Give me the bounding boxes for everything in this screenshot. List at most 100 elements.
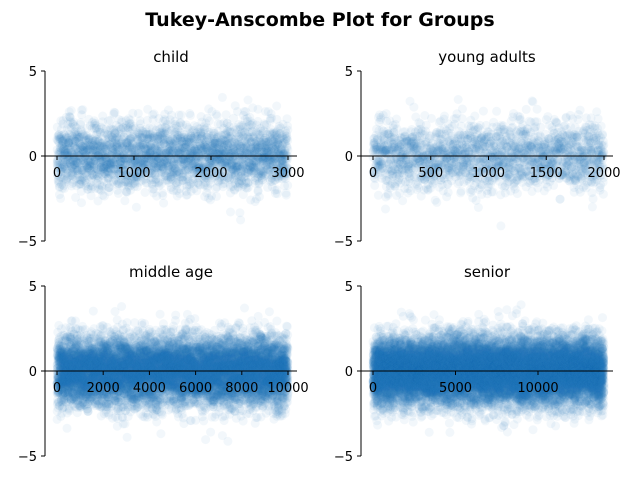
data-point [62, 132, 72, 142]
data-point [283, 125, 293, 135]
data-point [381, 204, 390, 214]
data-point [75, 146, 85, 156]
data-point [60, 150, 70, 160]
data-point [56, 133, 66, 143]
data-point [69, 160, 79, 170]
data-point [67, 148, 76, 157]
data-point [67, 147, 77, 157]
data-point [59, 155, 69, 165]
data-point [59, 184, 69, 193]
data-point [54, 132, 63, 142]
data-point [56, 140, 66, 150]
data-point [186, 110, 195, 120]
data-point [54, 182, 64, 192]
data-point [71, 136, 81, 146]
data-point [54, 177, 64, 187]
data-point [63, 141, 73, 151]
data-point [58, 119, 68, 129]
data-point [64, 138, 74, 148]
data-point [54, 175, 64, 184]
data-point [61, 156, 70, 166]
data-point [75, 179, 85, 189]
x-tick-label: 3000 [271, 166, 304, 181]
data-point [473, 203, 483, 212]
data-point [53, 170, 62, 180]
data-point [57, 164, 67, 174]
data-point [61, 164, 71, 174]
data-point [57, 162, 67, 172]
data-point [55, 145, 65, 155]
data-point [236, 215, 246, 225]
data-point [69, 143, 79, 152]
data-point [56, 169, 66, 179]
data-point [283, 136, 293, 146]
data-point [60, 135, 70, 145]
data-point [69, 150, 79, 160]
data-point [65, 157, 75, 167]
data-point [72, 165, 82, 175]
data-point [62, 148, 72, 158]
data-point [67, 152, 77, 162]
data-point [74, 150, 84, 160]
data-point [73, 166, 83, 176]
data-point [67, 169, 77, 179]
data-point [62, 168, 72, 178]
data-point [72, 158, 82, 167]
data-point [73, 147, 83, 157]
data-point [74, 132, 84, 142]
data-point [73, 158, 83, 168]
data-point [73, 134, 83, 144]
data-point [212, 111, 222, 121]
data-point [57, 159, 67, 169]
data-point [73, 131, 83, 140]
x-tick-label: 2000 [194, 166, 227, 181]
data-point [61, 175, 71, 185]
data-point [555, 194, 565, 204]
data-point [73, 144, 83, 154]
data-point [70, 131, 80, 141]
data-point [71, 157, 81, 167]
data-point [55, 160, 65, 170]
data-point [63, 147, 73, 157]
data-point [63, 155, 73, 165]
data-point [67, 149, 77, 159]
data-point [532, 104, 542, 114]
data-point [68, 134, 78, 144]
data-point [64, 107, 74, 117]
data-point [60, 171, 70, 181]
data-point [58, 167, 68, 177]
data-point [176, 110, 186, 120]
data-point [456, 186, 466, 196]
data-point [58, 146, 68, 156]
data-point [57, 172, 66, 182]
data-point [62, 174, 72, 184]
data-point [61, 145, 71, 154]
data-point [72, 158, 82, 168]
data-point [60, 157, 70, 167]
data-point [72, 158, 82, 168]
data-point [55, 182, 65, 192]
data-point [70, 152, 80, 162]
data-point [71, 193, 81, 202]
subplot-title: child [153, 48, 189, 66]
data-point [66, 160, 76, 170]
data-point [65, 135, 75, 145]
data-point [70, 165, 80, 175]
data-point [73, 155, 83, 165]
data-point [78, 105, 88, 115]
data-point [74, 133, 84, 142]
data-point [61, 141, 71, 151]
data-point [212, 191, 221, 201]
data-point [61, 112, 71, 122]
data-point [65, 171, 75, 181]
data-point [68, 138, 78, 148]
data-point [69, 177, 78, 187]
y-tick-label: 5 [29, 65, 37, 80]
data-point [398, 196, 408, 206]
data-point [440, 111, 449, 121]
figure-title: Tukey-Anscombe Plot for Groups [145, 9, 494, 31]
data-point [54, 158, 64, 168]
data-point [575, 105, 585, 115]
data-point [68, 157, 78, 167]
